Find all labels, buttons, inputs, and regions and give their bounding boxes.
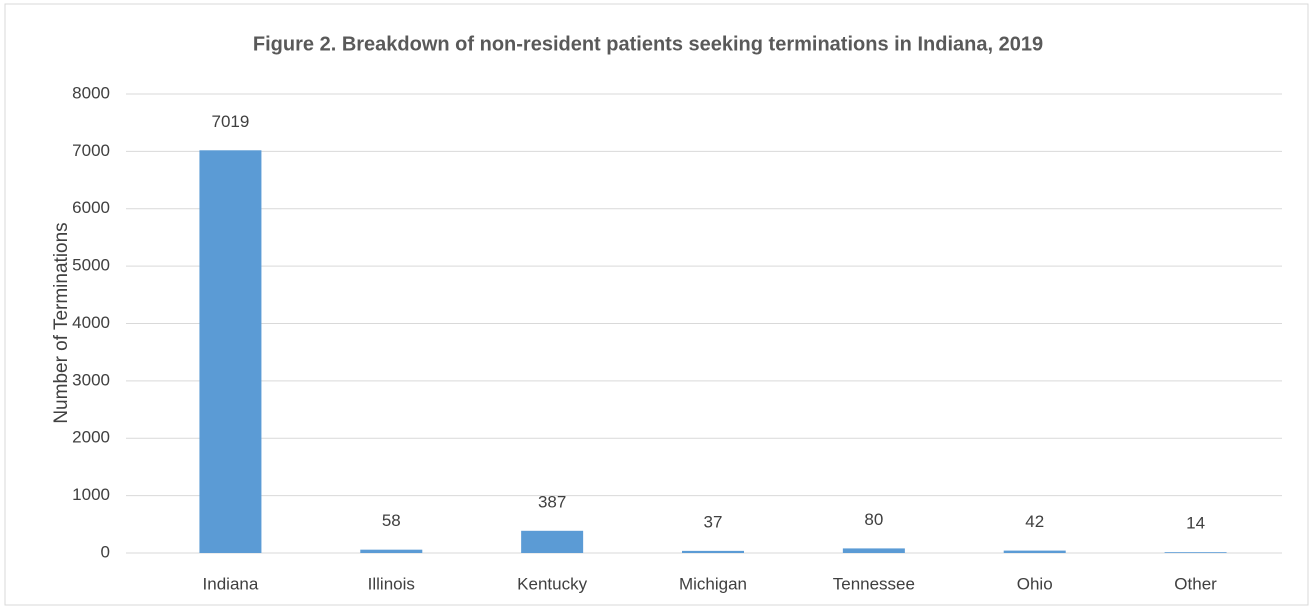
data-label: 42 [1025,512,1044,531]
x-tick-label: Tennessee [833,574,915,593]
y-tick-label: 3000 [72,370,110,389]
data-label: 14 [1186,514,1205,533]
x-tick-label: Kentucky [517,574,587,593]
bar [199,150,262,553]
y-tick-label: 8000 [72,83,110,102]
x-tick-label: Indiana [203,574,259,593]
x-tick-label: Michigan [679,574,747,593]
y-tick-label: 7000 [72,141,110,160]
y-tick-label: 6000 [72,198,110,217]
data-label: 37 [704,512,723,531]
y-axis-title: Number of Terminations [51,222,72,423]
bar [842,548,905,553]
bar [360,549,423,553]
data-label: 387 [538,492,566,511]
data-label: 58 [382,511,401,530]
y-tick-label: 5000 [72,256,110,275]
y-tick-label: 1000 [72,485,110,504]
bar [682,550,744,553]
chart-title: Figure 2. Breakdown of non-resident pati… [253,33,1043,55]
bar [521,530,584,553]
x-tick-label: Other [1174,574,1217,593]
y-tick-label: 4000 [72,313,110,332]
y-tick-label: 2000 [72,428,110,447]
data-label: 7019 [212,112,250,131]
y-tick-label: 0 [101,542,110,561]
bar [1164,552,1227,553]
data-label: 80 [864,510,883,529]
x-tick-label: Ohio [1017,574,1053,593]
bar [1003,550,1066,553]
x-tick-label: Illinois [368,574,415,593]
